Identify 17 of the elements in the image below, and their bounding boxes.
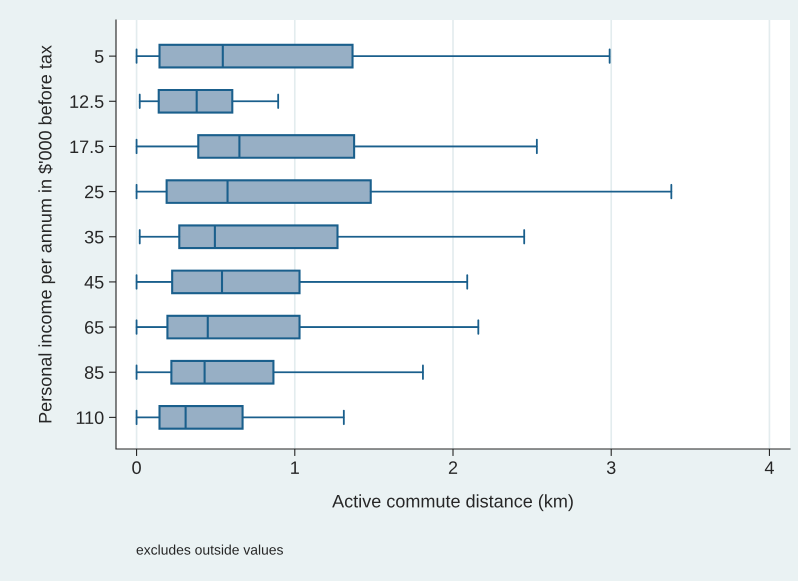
text: excludes outside values: [136, 544, 283, 555]
x-axis-title: Active commute distance (km): [332, 494, 573, 512]
x-tick-label: 0: [132, 461, 141, 474]
y-tick-label: 12.5: [70, 95, 104, 108]
y-tick-label: 110: [76, 411, 104, 424]
x-tick-label: 4: [764, 461, 774, 474]
y-tick-label: 35: [84, 230, 104, 244]
y-tick-label: 17.5: [70, 140, 104, 154]
y-axis-title: Personal income per annum in $'000 before tax: [38, 45, 56, 422]
y-tick-label: 65: [85, 321, 104, 334]
x-tick-label: 1: [291, 461, 299, 474]
y-tick-label: 45: [84, 276, 104, 289]
y-tick-label: 5: [94, 50, 104, 63]
x-tick-label: 3: [606, 461, 616, 474]
y-tick-label: 85: [84, 366, 104, 379]
y-tick-label: 25: [85, 186, 104, 198]
x-tick-label: 2: [448, 461, 458, 474]
